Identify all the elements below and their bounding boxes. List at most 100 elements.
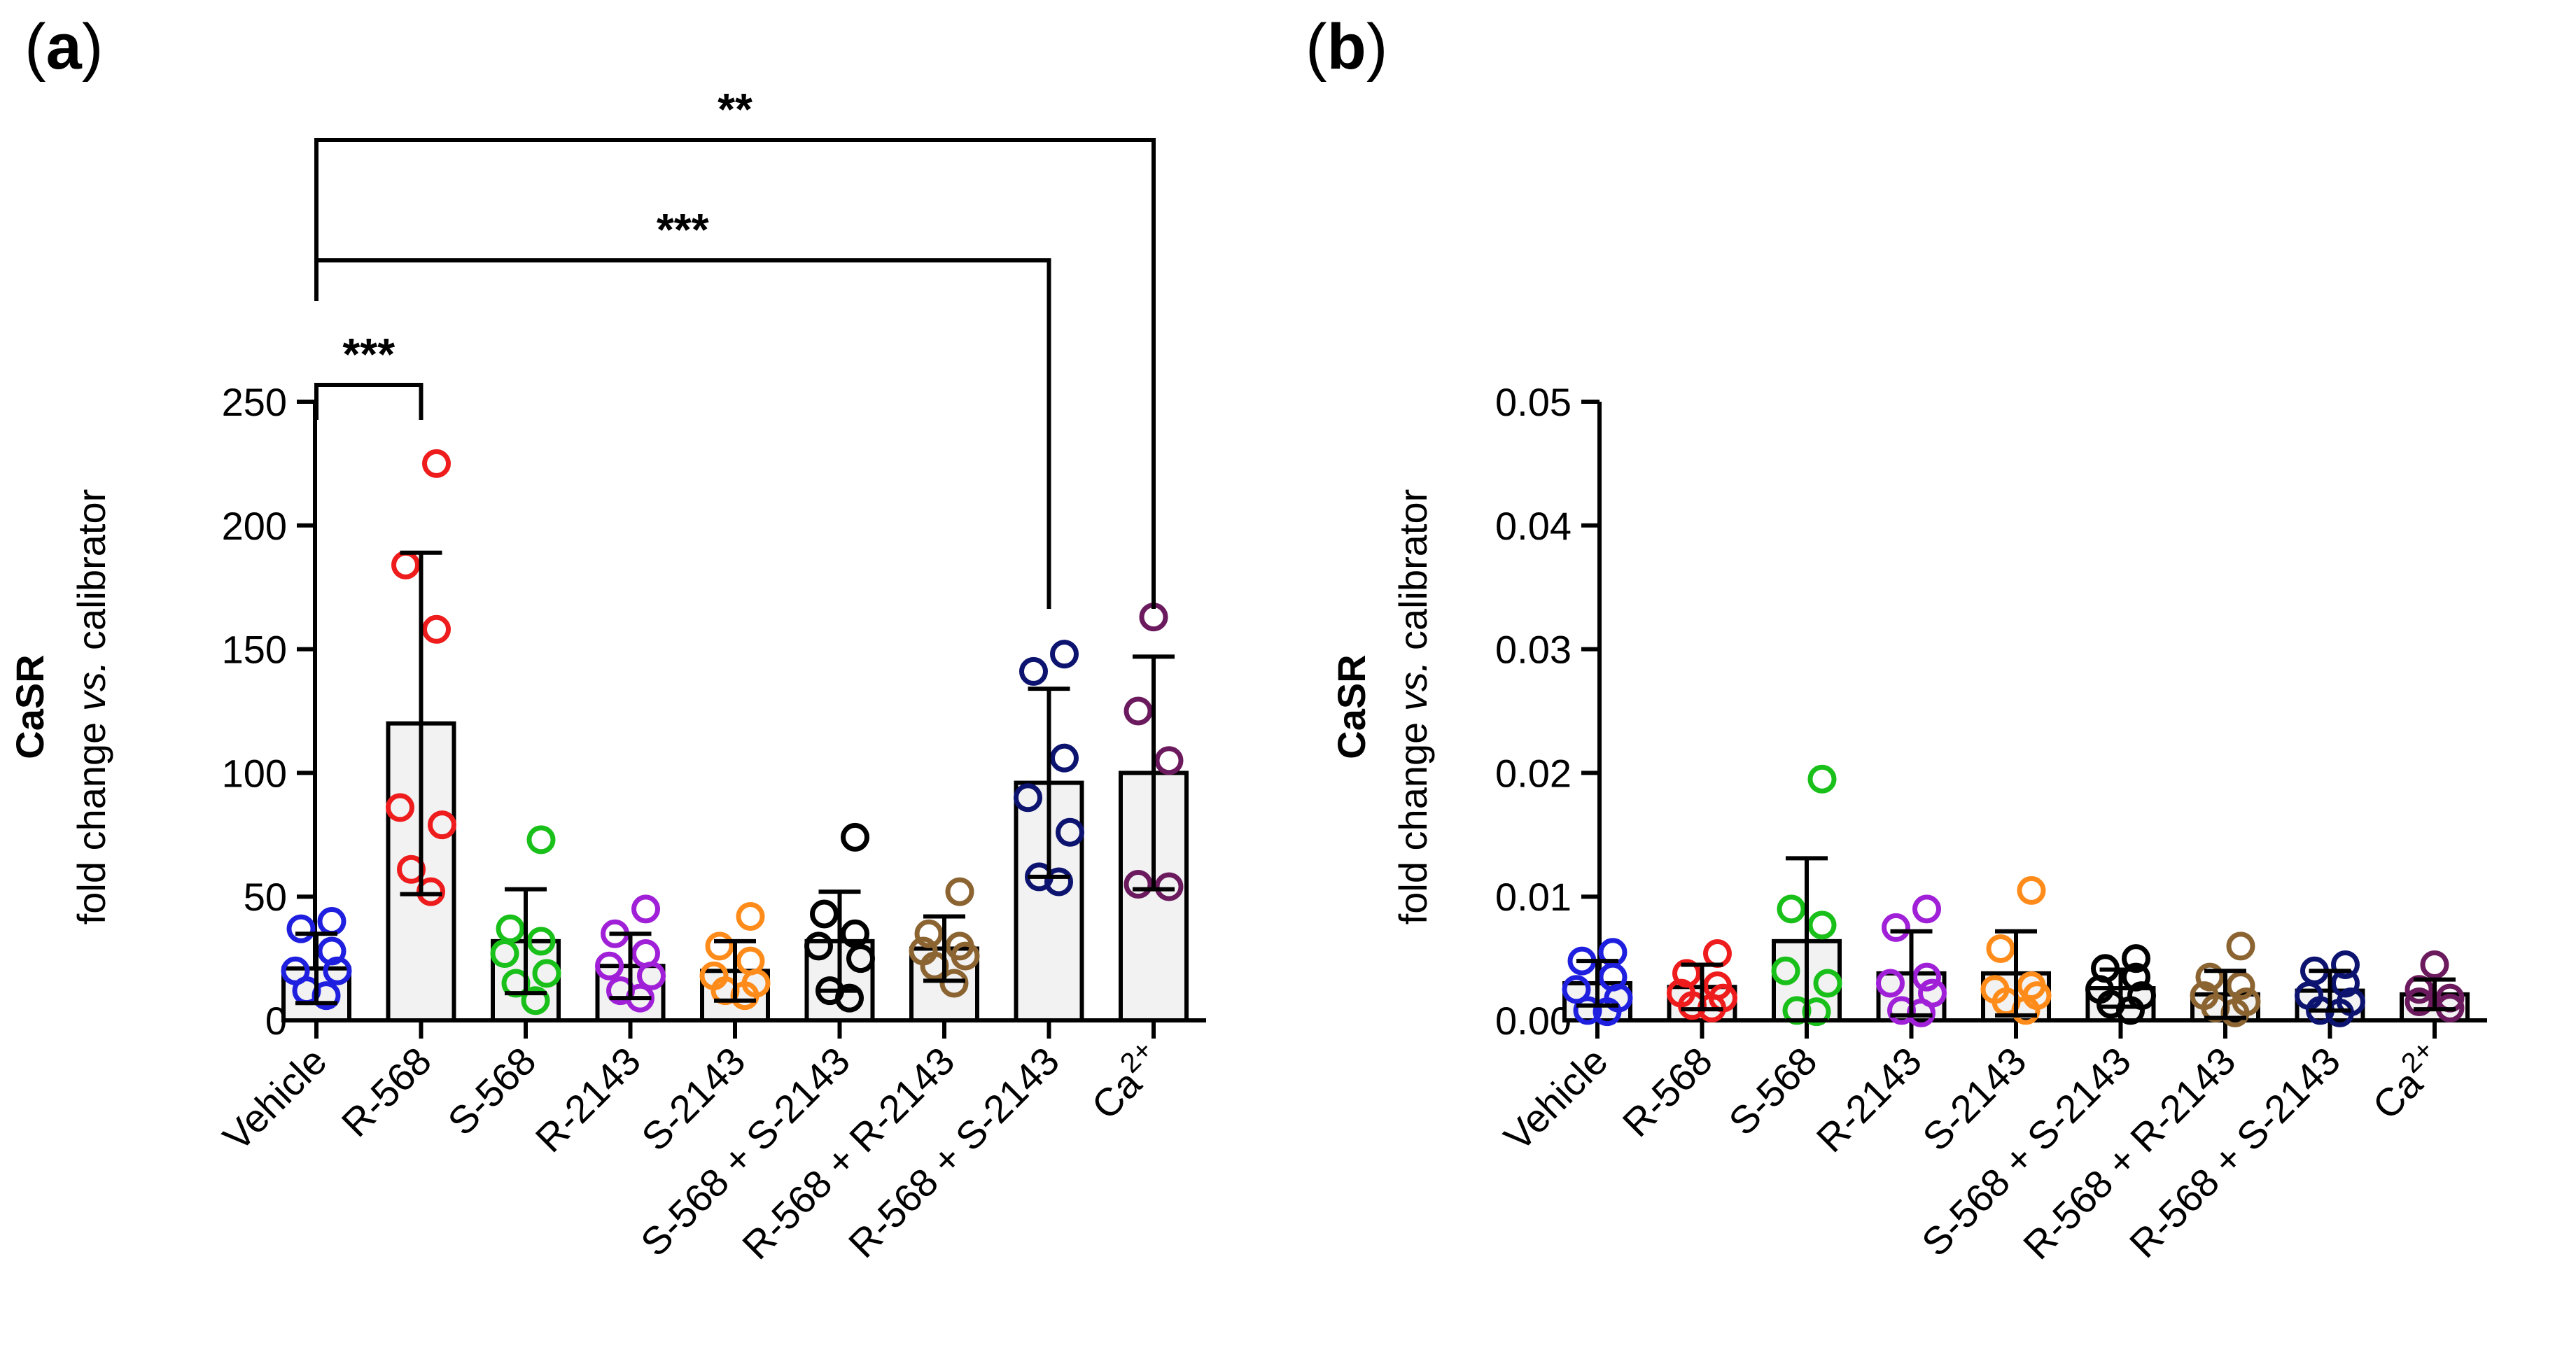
data-point	[1912, 894, 1941, 924]
category-label: Ca2+	[2360, 1034, 2453, 1127]
data-point	[1573, 996, 1602, 1025]
data-point	[1807, 910, 1837, 940]
significance-bracket	[314, 383, 424, 420]
y-tick-label: 0.04	[1495, 504, 1572, 548]
data-point	[1019, 656, 1048, 686]
data-point	[2116, 996, 2145, 1025]
data-point	[914, 919, 944, 948]
data-point	[2331, 950, 2360, 979]
data-point	[1044, 867, 1073, 897]
panel-label-open: (	[1306, 11, 1327, 83]
data-point	[1807, 764, 1837, 794]
data-point	[1771, 956, 1800, 985]
data-point	[323, 956, 352, 985]
data-point	[2226, 931, 2255, 961]
data-point	[631, 894, 660, 924]
data-point	[1562, 975, 1591, 1004]
data-point	[637, 961, 666, 990]
data-point	[1592, 997, 1622, 1027]
data-point	[386, 793, 414, 822]
y-tick-label: 50	[244, 875, 287, 919]
y-tick-label: 0.05	[1495, 380, 1572, 424]
data-point	[951, 941, 980, 971]
category-label: R-2143	[527, 1039, 649, 1160]
data-point	[2226, 971, 2255, 1000]
data-point	[1876, 969, 1905, 998]
data-point	[1912, 962, 1941, 992]
panel-label: (a)	[24, 11, 103, 83]
data-point	[810, 899, 839, 929]
data-point	[1882, 913, 1910, 942]
data-point	[2122, 962, 2150, 992]
data-point	[2017, 876, 2046, 905]
y-axis-subtitle: fold change vs. calibrator	[69, 489, 113, 925]
data-point	[428, 810, 456, 840]
y-axis-title: CaSR	[1329, 654, 1373, 759]
data-point	[521, 986, 550, 1015]
y-tick-label: 200	[222, 504, 287, 548]
y-tick-label: 150	[222, 628, 287, 672]
panel-label-close: )	[1366, 11, 1388, 83]
significance-bracket	[314, 138, 1156, 609]
data-point	[391, 550, 420, 579]
data-point	[945, 877, 974, 906]
y-tick-label: 0.01	[1495, 875, 1572, 919]
panel-label-open: (	[24, 11, 46, 83]
significance-bracket	[314, 258, 1051, 609]
significance-label: **	[718, 84, 752, 134]
data-point	[939, 969, 969, 998]
category-label: R-568	[333, 1039, 440, 1145]
data-point	[2325, 998, 2354, 1027]
y-axis-subtitle-post: calibrator	[69, 489, 113, 661]
data-point	[1813, 969, 1842, 998]
panel-label-close: )	[82, 11, 104, 83]
data-point	[496, 914, 525, 943]
data-point	[841, 822, 869, 852]
data-point	[526, 927, 556, 956]
panel-label-letter: a	[46, 11, 83, 83]
y-axis-subtitle-post: calibrator	[1391, 489, 1435, 661]
y-axis-title: CaSR	[8, 654, 52, 759]
data-point	[1986, 934, 2015, 963]
y-tick-label: 0.00	[1495, 999, 1572, 1043]
y-axis-subtitle-italic: vs.	[69, 661, 113, 712]
data-point	[317, 907, 346, 936]
data-point	[422, 449, 451, 478]
y-axis-subtitle-italic: vs.	[1391, 661, 1435, 712]
data-point	[705, 931, 734, 961]
data-point	[804, 931, 833, 961]
panel-label-letter: b	[1327, 11, 1366, 83]
y-axis-subtitle: fold change vs. calibrator	[1391, 489, 1435, 925]
data-point	[2195, 962, 2225, 992]
panel-b: (b) CaSR fold change vs. calibrator 0.00 0.0…	[1306, 11, 2487, 1267]
y-tick-label: 0.02	[1495, 751, 1572, 795]
significance-label: ***	[657, 204, 709, 255]
data-point	[1056, 817, 1084, 847]
category-label: R-568	[1614, 1039, 1721, 1145]
category-label: Ca2+	[1079, 1034, 1172, 1127]
data-point	[736, 901, 765, 931]
y-tick-label: 100	[222, 751, 287, 795]
data-point	[532, 959, 561, 988]
data-point	[490, 939, 519, 969]
data-point	[1050, 640, 1079, 669]
data-point	[1703, 939, 1732, 969]
data-point	[526, 825, 556, 855]
data-point	[1154, 746, 1184, 775]
category-label: Vehicle	[214, 1039, 335, 1159]
data-point	[2420, 950, 2449, 979]
data-point	[286, 914, 316, 943]
data-point	[422, 614, 451, 644]
data-point	[846, 944, 875, 973]
data-point	[1014, 783, 1042, 813]
y-tick-label: 250	[222, 380, 287, 424]
data-point	[1154, 872, 1184, 901]
data-point	[1777, 894, 1806, 924]
panel-label: (b)	[1306, 11, 1387, 83]
category-label: R-2143	[1808, 1039, 1930, 1160]
significance-label: ***	[342, 329, 395, 379]
data-point	[1124, 870, 1153, 899]
